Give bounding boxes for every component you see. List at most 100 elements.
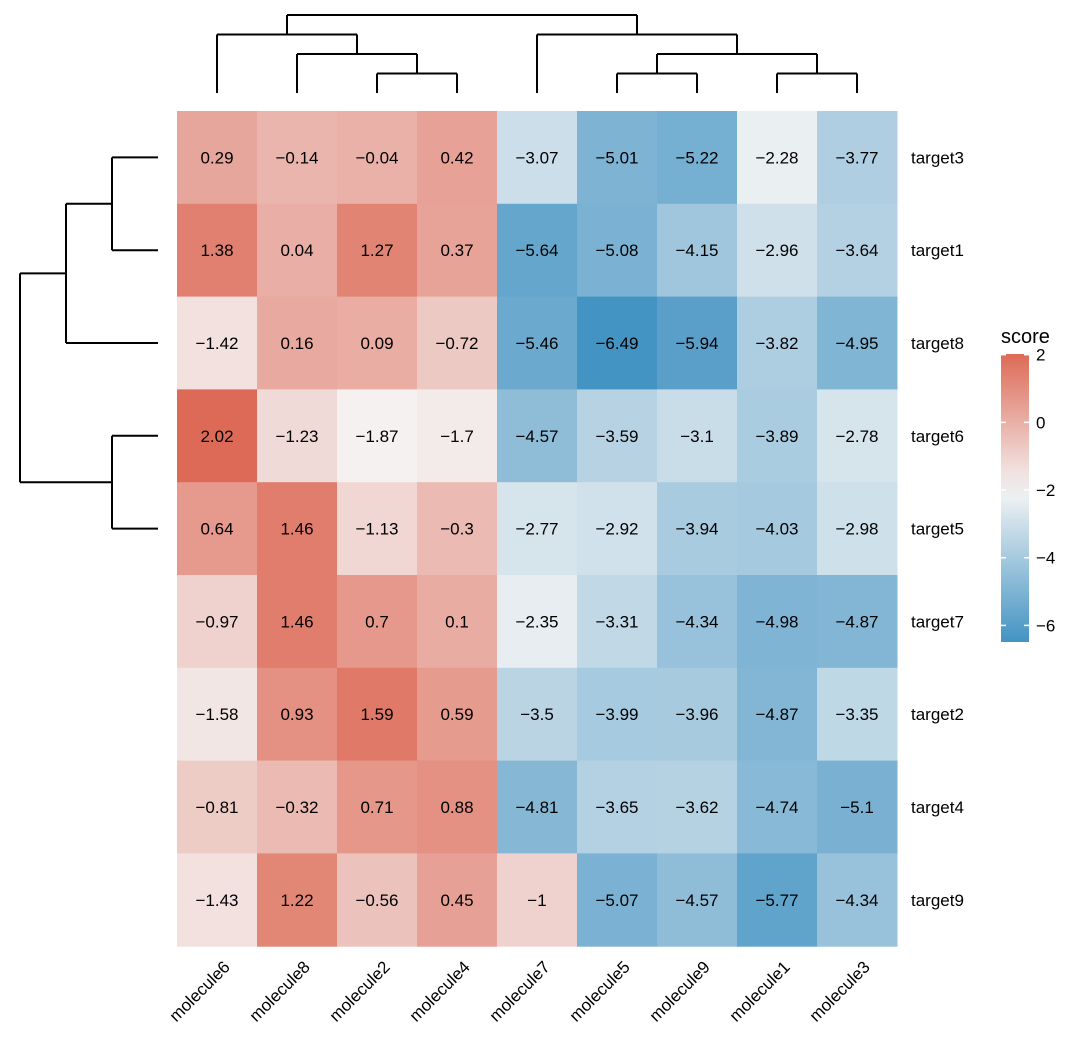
heatmap-cell <box>577 760 658 854</box>
heatmap-cell <box>497 667 578 762</box>
heatmap-cell <box>737 389 818 483</box>
heatmap-cell <box>417 389 498 483</box>
heatmap-cell <box>177 203 258 298</box>
cell-value: −0.14 <box>275 148 318 167</box>
x-tick-label: molecule8 <box>246 957 314 1025</box>
heatmap-cell <box>817 482 898 576</box>
legend-tick-label: 0 <box>1036 413 1045 432</box>
x-tick-label: molecule3 <box>806 957 874 1025</box>
cell-value: −3.99 <box>595 705 638 724</box>
cell-value: 0.71 <box>360 798 393 817</box>
y-tick-label: target6 <box>911 427 964 446</box>
legend-colorbar <box>1001 354 1029 642</box>
heatmap-cell <box>417 853 498 947</box>
heatmap-cell <box>817 203 898 298</box>
cell-value: −0.97 <box>195 612 238 631</box>
cell-value: −4.57 <box>675 891 718 910</box>
heatmap-cell <box>577 853 658 947</box>
cell-value: −5.07 <box>595 891 638 910</box>
cell-value: −4.34 <box>675 612 718 631</box>
heatmap-cell <box>817 853 898 947</box>
cell-value: 0.88 <box>440 798 473 817</box>
heatmap-cell <box>257 203 338 298</box>
cell-value: −3.64 <box>835 241 878 260</box>
cell-value: 1.38 <box>200 241 233 260</box>
cell-value: 0.09 <box>360 334 393 353</box>
heatmap-cell <box>817 111 898 205</box>
heatmap-cell <box>737 296 818 390</box>
cell-value: −6.49 <box>595 334 638 353</box>
cell-value: 0.59 <box>440 705 473 724</box>
heatmap-cell <box>577 111 658 205</box>
cell-value: 0.64 <box>200 520 233 539</box>
heatmap-cell <box>737 575 818 669</box>
x-axis-labels: molecule6 molecule8 molecule2 molecule4 mole… <box>166 957 874 1025</box>
y-axis-labels: target3 target1 target8 target6 target5 targe… <box>911 148 964 909</box>
heatmap-cell <box>577 296 658 390</box>
cell-value: −2.77 <box>515 520 558 539</box>
cell-value: −1.43 <box>195 891 238 910</box>
heatmap-cell <box>657 482 738 576</box>
cell-value: 0.7 <box>365 612 389 631</box>
cell-value: −4.57 <box>515 427 558 446</box>
heatmap-cell <box>417 203 498 298</box>
cell-value: −2.96 <box>755 241 798 260</box>
heatmap-cell <box>337 482 418 576</box>
heatmap-cell <box>577 667 658 762</box>
cell-value: −5.01 <box>595 148 638 167</box>
cell-value: −2.28 <box>755 148 798 167</box>
cell-value: 1.46 <box>280 612 313 631</box>
heatmap-cell <box>337 760 418 854</box>
heatmap-cell <box>817 389 898 483</box>
cell-value: −3.1 <box>680 427 714 446</box>
cell-value: −3.65 <box>595 798 638 817</box>
legend-ticks: 2 0 −2 −4 −6 <box>1001 346 1055 635</box>
heatmap-cell <box>257 575 338 669</box>
legend-tick-label: −2 <box>1036 481 1055 500</box>
heatmap-cell <box>417 296 498 390</box>
heatmap-cell <box>337 667 418 762</box>
cell-value: −3.89 <box>755 427 798 446</box>
heatmap-cell <box>657 296 738 390</box>
legend-tick-label: −6 <box>1036 616 1055 635</box>
heatmap-cell <box>737 111 818 205</box>
y-tick-label: target4 <box>911 798 964 817</box>
cell-value: −3.94 <box>675 520 718 539</box>
cell-value: 0.29 <box>200 148 233 167</box>
heatmap-cell <box>177 296 258 390</box>
cell-value: −0.3 <box>440 520 474 539</box>
heatmap-cell <box>657 389 738 483</box>
cell-value: −4.95 <box>835 334 878 353</box>
cell-value: −1.42 <box>195 334 238 353</box>
cell-value: −4.03 <box>755 520 798 539</box>
heatmap-cell <box>497 389 578 483</box>
heatmap-cell <box>257 667 338 762</box>
cell-value: −3.59 <box>595 427 638 446</box>
heatmap-cell <box>497 203 578 298</box>
heatmap-cell <box>257 111 338 205</box>
heatmap-cell <box>177 389 258 483</box>
cell-value: −0.04 <box>355 148 398 167</box>
heatmap-cell <box>257 853 338 947</box>
heatmap-cell <box>577 389 658 483</box>
heatmap-cell <box>657 203 738 298</box>
x-tick-label: molecule1 <box>726 957 794 1025</box>
x-tick-label: molecule4 <box>406 957 474 1025</box>
heatmap-cell <box>417 575 498 669</box>
cell-value: −5.77 <box>755 891 798 910</box>
heatmap-cell <box>737 203 818 298</box>
x-tick-label: molecule6 <box>166 957 234 1025</box>
cell-value: 0.04 <box>280 241 313 260</box>
cell-value: −5.08 <box>595 241 638 260</box>
cell-value: 0.37 <box>440 241 473 260</box>
cell-value: −4.81 <box>515 798 558 817</box>
heatmap-cell <box>497 296 578 390</box>
cell-value: 0.1 <box>445 612 469 631</box>
heatmap-cell <box>737 482 818 576</box>
cell-value: 2.02 <box>200 427 233 446</box>
cell-value: −3.35 <box>835 705 878 724</box>
heatmap-cell <box>177 111 258 205</box>
heatmap-cell <box>737 853 818 947</box>
y-tick-label: target9 <box>911 891 964 910</box>
cell-value: −2.98 <box>835 520 878 539</box>
